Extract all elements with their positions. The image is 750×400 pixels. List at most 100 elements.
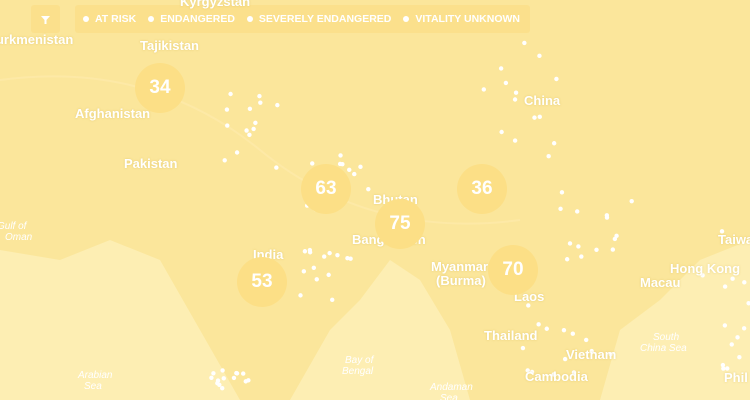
cluster[interactable]: 36 [457,164,507,214]
language-dot[interactable] [735,335,740,340]
cluster[interactable]: 70 [488,245,538,295]
language-dot[interactable] [326,272,331,278]
language-dot[interactable] [570,331,576,336]
language-dot[interactable] [525,368,530,373]
language-dot[interactable] [234,150,240,155]
cluster[interactable]: 75 [375,199,425,249]
language-dot[interactable] [742,280,747,285]
language-dot[interactable] [741,326,747,331]
language-dot[interactable] [522,40,527,46]
language-dot[interactable] [546,154,551,159]
language-dot[interactable] [209,375,214,380]
language-dot[interactable] [722,323,728,328]
language-dot[interactable] [311,265,317,270]
legend-item[interactable]: AT RISK [83,13,136,25]
language-dot[interactable] [503,80,509,86]
language-dot[interactable] [532,115,537,120]
language-dot[interactable] [338,153,343,158]
language-dot[interactable] [481,87,487,92]
language-dot[interactable] [614,233,619,239]
language-dot[interactable] [220,368,225,373]
language-dot[interactable] [274,165,279,170]
language-dot[interactable] [322,254,327,259]
language-dot[interactable] [241,371,246,376]
language-dot[interactable] [345,255,350,261]
legend-item[interactable]: ENDANGERED [148,13,235,25]
language-dot[interactable] [335,252,340,258]
language-dot[interactable] [220,385,225,391]
language-dot[interactable] [253,120,258,126]
language-dot[interactable] [307,247,313,253]
language-dot[interactable] [554,76,559,82]
language-dot[interactable] [225,123,230,128]
language-dot[interactable] [551,372,556,377]
language-dot[interactable] [330,297,335,303]
language-dot[interactable] [725,366,730,371]
language-dot[interactable] [513,90,519,95]
language-dot[interactable] [562,356,568,362]
language-dot[interactable] [730,276,735,281]
language-dot[interactable] [498,66,504,71]
language-dot[interactable] [327,250,332,256]
language-dot[interactable] [221,376,226,381]
language-dot[interactable] [302,249,308,254]
cluster[interactable]: 34 [135,63,185,113]
language-dot[interactable] [604,215,610,220]
language-dot[interactable] [536,322,541,327]
language-dot[interactable] [340,161,345,167]
language-dot[interactable] [298,293,303,298]
language-dot[interactable] [247,106,253,112]
language-dot[interactable] [537,53,542,59]
language-dot[interactable] [564,257,570,262]
language-dot[interactable] [629,198,634,204]
language-dot[interactable] [301,269,307,274]
language-dot[interactable] [512,138,518,143]
language-dot[interactable] [310,161,315,166]
language-dot[interactable] [347,167,352,173]
language-dot[interactable] [526,303,531,308]
language-dot[interactable] [275,102,280,108]
legend-item[interactable]: VITALITY UNKNOWN [403,13,520,25]
language-dot[interactable] [520,345,526,351]
language-dot[interactable] [589,348,594,354]
language-dot[interactable] [700,273,705,278]
language-dot[interactable] [251,126,256,132]
language-dot[interactable] [571,370,577,375]
language-dot[interactable] [567,241,573,246]
language-dot[interactable] [575,209,580,214]
language-dot[interactable] [610,247,616,252]
language-dot[interactable] [499,129,504,135]
language-dot[interactable] [222,158,227,163]
language-dot[interactable] [594,247,599,252]
language-dot[interactable] [537,114,542,120]
language-dot[interactable] [314,277,319,282]
language-dot[interactable] [217,382,222,387]
language-dot[interactable] [551,141,557,146]
filter-button[interactable] [31,5,60,33]
language-dot[interactable] [579,254,584,259]
language-dot[interactable] [257,93,262,99]
language-dot[interactable] [576,244,581,249]
cluster[interactable]: 53 [237,257,287,307]
language-dot[interactable] [721,366,726,371]
language-dot[interactable] [234,371,240,376]
language-dot[interactable] [228,91,233,97]
language-dot[interactable] [529,369,535,375]
language-dot[interactable] [247,132,252,138]
language-dot[interactable] [224,107,230,112]
language-dot[interactable] [352,171,357,177]
language-dot[interactable] [561,327,567,333]
language-dot[interactable] [258,100,263,105]
language-dot[interactable] [544,326,549,331]
legend-item[interactable]: SEVERELY ENDANGERED [247,13,391,25]
language-dot[interactable] [512,97,518,102]
language-dot[interactable] [737,355,742,360]
language-dot[interactable] [243,379,248,384]
language-dot[interactable] [358,164,363,170]
cluster[interactable]: 63 [301,164,351,214]
language-dot[interactable] [231,375,237,381]
language-dot[interactable] [720,362,726,368]
language-dot[interactable] [244,128,249,133]
language-dot[interactable] [746,301,750,306]
language-dot[interactable] [719,229,725,234]
